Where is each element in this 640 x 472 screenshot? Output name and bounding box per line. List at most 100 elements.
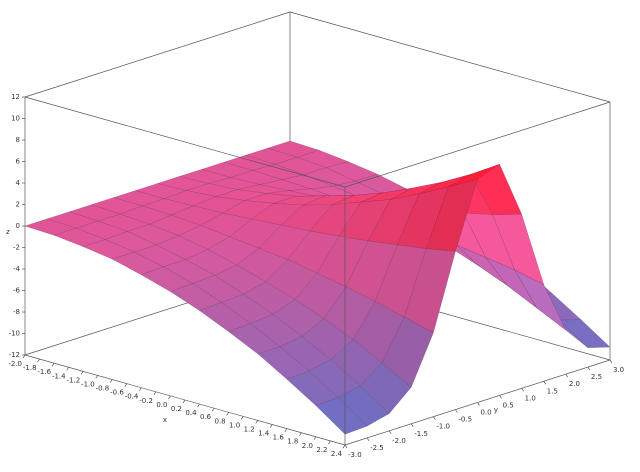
z-tick-label: 12: [11, 93, 20, 101]
y-tick: [543, 381, 547, 385]
x-tick-label: -1.2: [67, 376, 81, 384]
y-tick: [565, 373, 569, 378]
z-tick-label: -10: [9, 330, 20, 338]
axes-front: 121086420-2-4-6-8-10-12-2.0-1.8-1.6-1.4-…: [8, 93, 624, 459]
y-tick-label: -1.5: [414, 430, 428, 438]
z-tick-label: -2: [13, 244, 20, 252]
x-tick: [95, 375, 99, 379]
y-tick: [366, 437, 370, 442]
x-tick: [37, 358, 40, 363]
x-tick: [342, 444, 346, 449]
x-tick: [197, 403, 200, 408]
y-tick: [388, 430, 392, 435]
x-tick-label: 0.8: [214, 417, 225, 425]
y-tick: [477, 402, 480, 406]
y-tick-label: 0.5: [503, 401, 514, 409]
x-tick: [240, 416, 244, 420]
y-axis-label: y: [494, 406, 498, 414]
z-axis-label: z: [6, 228, 10, 236]
z-tick-label: -4: [13, 265, 21, 273]
surface-patch: [558, 319, 611, 348]
z-tick-label: 2: [16, 201, 20, 209]
x-tick: [139, 387, 142, 391]
y-tick: [521, 388, 524, 392]
y-tick: [410, 423, 414, 427]
y-tick: [433, 416, 436, 420]
x-tick-label: 0.2: [171, 405, 182, 413]
y-tick-label: 3.0: [613, 366, 624, 374]
box-edge: [24, 96, 346, 188]
x-tick: [313, 436, 317, 441]
box-edge: [289, 11, 611, 103]
z-tick-label: 10: [11, 115, 20, 123]
x-tick: [66, 367, 69, 371]
y-tick-label: -1.0: [436, 423, 450, 431]
x-tick: [109, 379, 113, 383]
x-tick: [22, 354, 26, 359]
z-tick-label: -6: [13, 287, 21, 295]
x-tick-label: 0.0: [156, 401, 167, 409]
y-tick-label: -2.5: [370, 444, 384, 452]
x-tick: [328, 440, 331, 445]
surface-patch: [337, 385, 390, 427]
y-tick: [455, 409, 458, 413]
x-tick-label: -2.0: [8, 360, 22, 368]
y-tick: [587, 366, 591, 371]
x-tick-label: -1.6: [37, 368, 51, 376]
x-tick-label: 1.6: [273, 434, 285, 442]
x-tick: [211, 407, 215, 412]
x-tick: [80, 371, 84, 375]
x-tick: [226, 412, 229, 416]
z-tick-label: 4: [16, 179, 21, 187]
x-tick: [124, 383, 128, 387]
x-tick: [168, 395, 171, 400]
z-tick-label: -12: [9, 351, 20, 359]
surface: [24, 140, 611, 435]
z-tick-label: 8: [16, 136, 20, 144]
x-axis-label: x: [163, 416, 167, 424]
x-tick: [299, 432, 302, 436]
z-tick-label: 0: [16, 222, 20, 230]
y-tick-label: 2.0: [569, 380, 580, 388]
y-tick-label: 1.5: [547, 387, 558, 395]
x-tick: [153, 391, 157, 396]
y-tick: [609, 359, 613, 364]
z-tick-label: 6: [16, 158, 21, 166]
x-tick-label: 1.2: [244, 425, 255, 433]
y-tick: [499, 395, 502, 399]
box-edge: [344, 101, 611, 188]
x-tick-label: 2.4: [331, 450, 343, 458]
x-tick-label: 2.2: [316, 446, 327, 454]
x-tick: [284, 428, 288, 432]
surface-patch: [359, 362, 412, 414]
x-tick: [255, 420, 259, 424]
surface-patch: [315, 397, 368, 435]
box-edge: [24, 11, 291, 98]
x-tick-label: 0.6: [200, 413, 212, 421]
x-tick-label: 1.8: [287, 438, 298, 446]
y-tick-label: -3.0: [348, 451, 362, 459]
x-tick-label: -1.8: [23, 364, 37, 372]
y-tick-label: 0.0: [481, 409, 492, 417]
x-tick: [269, 424, 273, 428]
x-tick-label: -0.8: [96, 385, 110, 393]
x-tick: [182, 399, 186, 404]
x-tick-label: 1.4: [258, 430, 270, 438]
x-tick-label: 2.0: [302, 442, 313, 450]
x-tick-label: -0.6: [110, 389, 124, 397]
x-tick-label: -1.0: [81, 380, 95, 388]
x-tick-label: -1.4: [52, 372, 66, 380]
y-tick-label: -2.0: [392, 437, 406, 445]
labels: x y z: [6, 228, 498, 424]
y-tick-label: -0.5: [458, 416, 472, 424]
surface-patch: [514, 269, 567, 331]
y-tick-label: 2.5: [591, 373, 602, 381]
x-tick-label: 1.0: [229, 421, 240, 429]
y-tick: [344, 444, 348, 449]
z-tick-label: -8: [13, 308, 20, 316]
x-tick-label: -0.4: [125, 393, 139, 401]
y-tick-label: 1.0: [525, 394, 536, 402]
x-tick-label: 0.4: [185, 409, 197, 417]
surface-patch: [425, 178, 478, 252]
